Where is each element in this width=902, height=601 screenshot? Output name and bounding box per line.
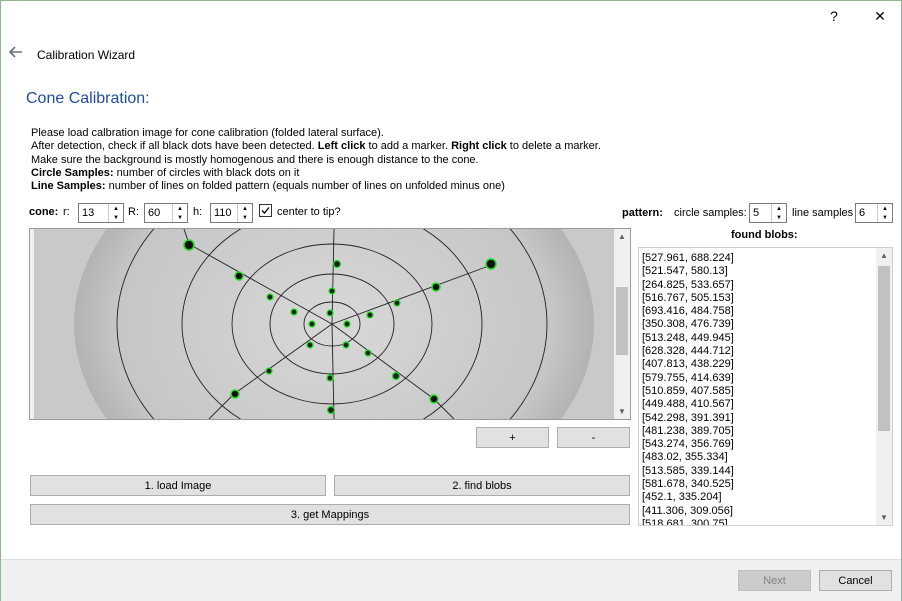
calibration-image-view[interactable]: ▲ ▼ [29, 228, 631, 420]
blob-list-item[interactable]: [543.274, 356.769] [642, 438, 734, 451]
pattern-label: pattern: [622, 207, 663, 219]
blob-list-item[interactable]: [527.961, 688.224] [642, 252, 734, 264]
center-to-tip-label: center to tip? [277, 206, 341, 218]
blob-list-item[interactable]: [579.755, 414.639] [642, 371, 734, 384]
instruction-line: After detection, check if all black dots… [31, 140, 601, 153]
spin-arrows-icon[interactable]: ▲ ▼ [108, 204, 123, 222]
zoom-in-button[interactable]: + [476, 427, 549, 448]
checkmark-icon [261, 207, 270, 214]
close-button[interactable]: ✕ [857, 1, 902, 31]
r-label: r: [63, 206, 70, 218]
blob-markers[interactable] [183, 239, 497, 415]
blob-list-item[interactable]: [516.767, 505.153] [642, 291, 734, 304]
close-icon: ✕ [874, 7, 886, 24]
blob-list-item[interactable]: [693.416, 484.758] [642, 305, 734, 318]
page-title: Cone Calibration: [26, 90, 150, 107]
instruction-line: Make sure the background is mostly homog… [31, 153, 479, 166]
back-arrow-icon[interactable] [8, 45, 26, 61]
spin-arrows-icon[interactable]: ▲ ▼ [237, 204, 252, 222]
R-spinbox[interactable]: 60 ▲ ▼ [144, 203, 188, 223]
blob-list-item[interactable]: [452.1, 335.204] [642, 491, 722, 504]
spin-arrows-icon[interactable]: ▲ ▼ [771, 204, 786, 222]
zoom-out-button[interactable]: - [557, 427, 630, 448]
circle-samples-label: circle samples: [674, 207, 747, 219]
window-title: Calibration Wizard [37, 48, 136, 62]
blob-list-item[interactable]: [513.248, 449.945] [642, 331, 734, 344]
blob-list-item[interactable]: [411.306, 309.056] [642, 504, 733, 517]
cancel-button[interactable]: Cancel [819, 570, 892, 591]
instruction-line: Please load calbration image for cone ca… [31, 127, 384, 139]
r-spinbox[interactable]: 13 ▲ ▼ [78, 203, 124, 223]
scroll-thumb[interactable] [616, 287, 628, 355]
next-button[interactable]: Next [738, 570, 811, 591]
blob-list-item[interactable]: [407.813, 438.229] [642, 358, 734, 371]
get-mappings-button[interactable]: 3. get Mappings [30, 504, 630, 525]
instruction-line: Circle Samples: number of circles with b… [31, 166, 300, 179]
scroll-up-icon[interactable]: ▲ [880, 251, 888, 260]
cone-label: cone: [29, 206, 59, 218]
blob-list-item[interactable]: [449.488, 410.567] [642, 398, 734, 411]
blob-list-item[interactable]: [542.298, 391.391] [642, 411, 734, 424]
found-blobs-title: found blobs: [731, 229, 798, 241]
line-samples-spinbox[interactable]: 6 ▲ ▼ [855, 203, 893, 223]
spin-arrows-icon[interactable]: ▲ ▼ [877, 204, 892, 222]
h-spinbox[interactable]: 110 ▲ ▼ [210, 203, 253, 223]
blob-list-item[interactable]: [628.328, 444.712] [642, 345, 734, 358]
R-label: R: [128, 206, 139, 218]
blob-list-item[interactable]: [518.681, 300.75] [642, 517, 728, 526]
scroll-up-icon[interactable]: ▲ [618, 232, 626, 241]
find-blobs-button[interactable]: 2. find blobs [334, 475, 630, 496]
blob-list-item[interactable]: [483.02, 355.334] [642, 451, 728, 464]
help-icon: ? [830, 8, 838, 24]
scroll-down-icon[interactable]: ▼ [618, 407, 626, 416]
found-blobs-list[interactable]: [527.961, 688.224] [521.547, 580.13] [264.… [638, 247, 893, 526]
cone-calibration-image[interactable] [34, 229, 619, 419]
line-samples-label: line samples [792, 207, 854, 219]
blob-list-item[interactable]: [350.308, 476.739] [642, 318, 734, 331]
instructions: Please load calbration image for cone ca… [31, 127, 601, 193]
center-to-tip-checkbox[interactable] [259, 204, 272, 217]
spin-arrows-icon[interactable]: ▲ ▼ [172, 204, 187, 222]
help-button[interactable]: ? [811, 1, 857, 31]
blob-list-item[interactable]: [581.678, 340.525] [642, 478, 734, 491]
circle-samples-spinbox[interactable]: 5 ▲ ▼ [749, 203, 787, 223]
blob-list-item[interactable]: [481.238, 389.705] [642, 424, 734, 437]
blob-list-item[interactable]: [510.859, 407.585] [642, 384, 734, 397]
blob-list-items: [527.961, 688.224] [521.547, 580.13] [264.… [642, 252, 734, 526]
blob-list-scrollbar[interactable]: ▲ ▼ [876, 248, 892, 525]
blob-list-item[interactable]: [521.547, 580.13] [642, 265, 728, 278]
load-image-button[interactable]: 1. load Image [30, 475, 326, 496]
blob-list-item[interactable]: [513.585, 339.144] [642, 464, 734, 477]
scroll-thumb[interactable] [878, 266, 890, 431]
instruction-line: Line Samples: number of lines on folded … [31, 180, 505, 193]
scroll-down-icon[interactable]: ▼ [880, 513, 888, 522]
blob-list-item[interactable]: [264.825, 533.657] [642, 278, 734, 291]
h-label: h: [193, 206, 203, 218]
image-scrollbar[interactable]: ▲ ▼ [614, 229, 630, 419]
